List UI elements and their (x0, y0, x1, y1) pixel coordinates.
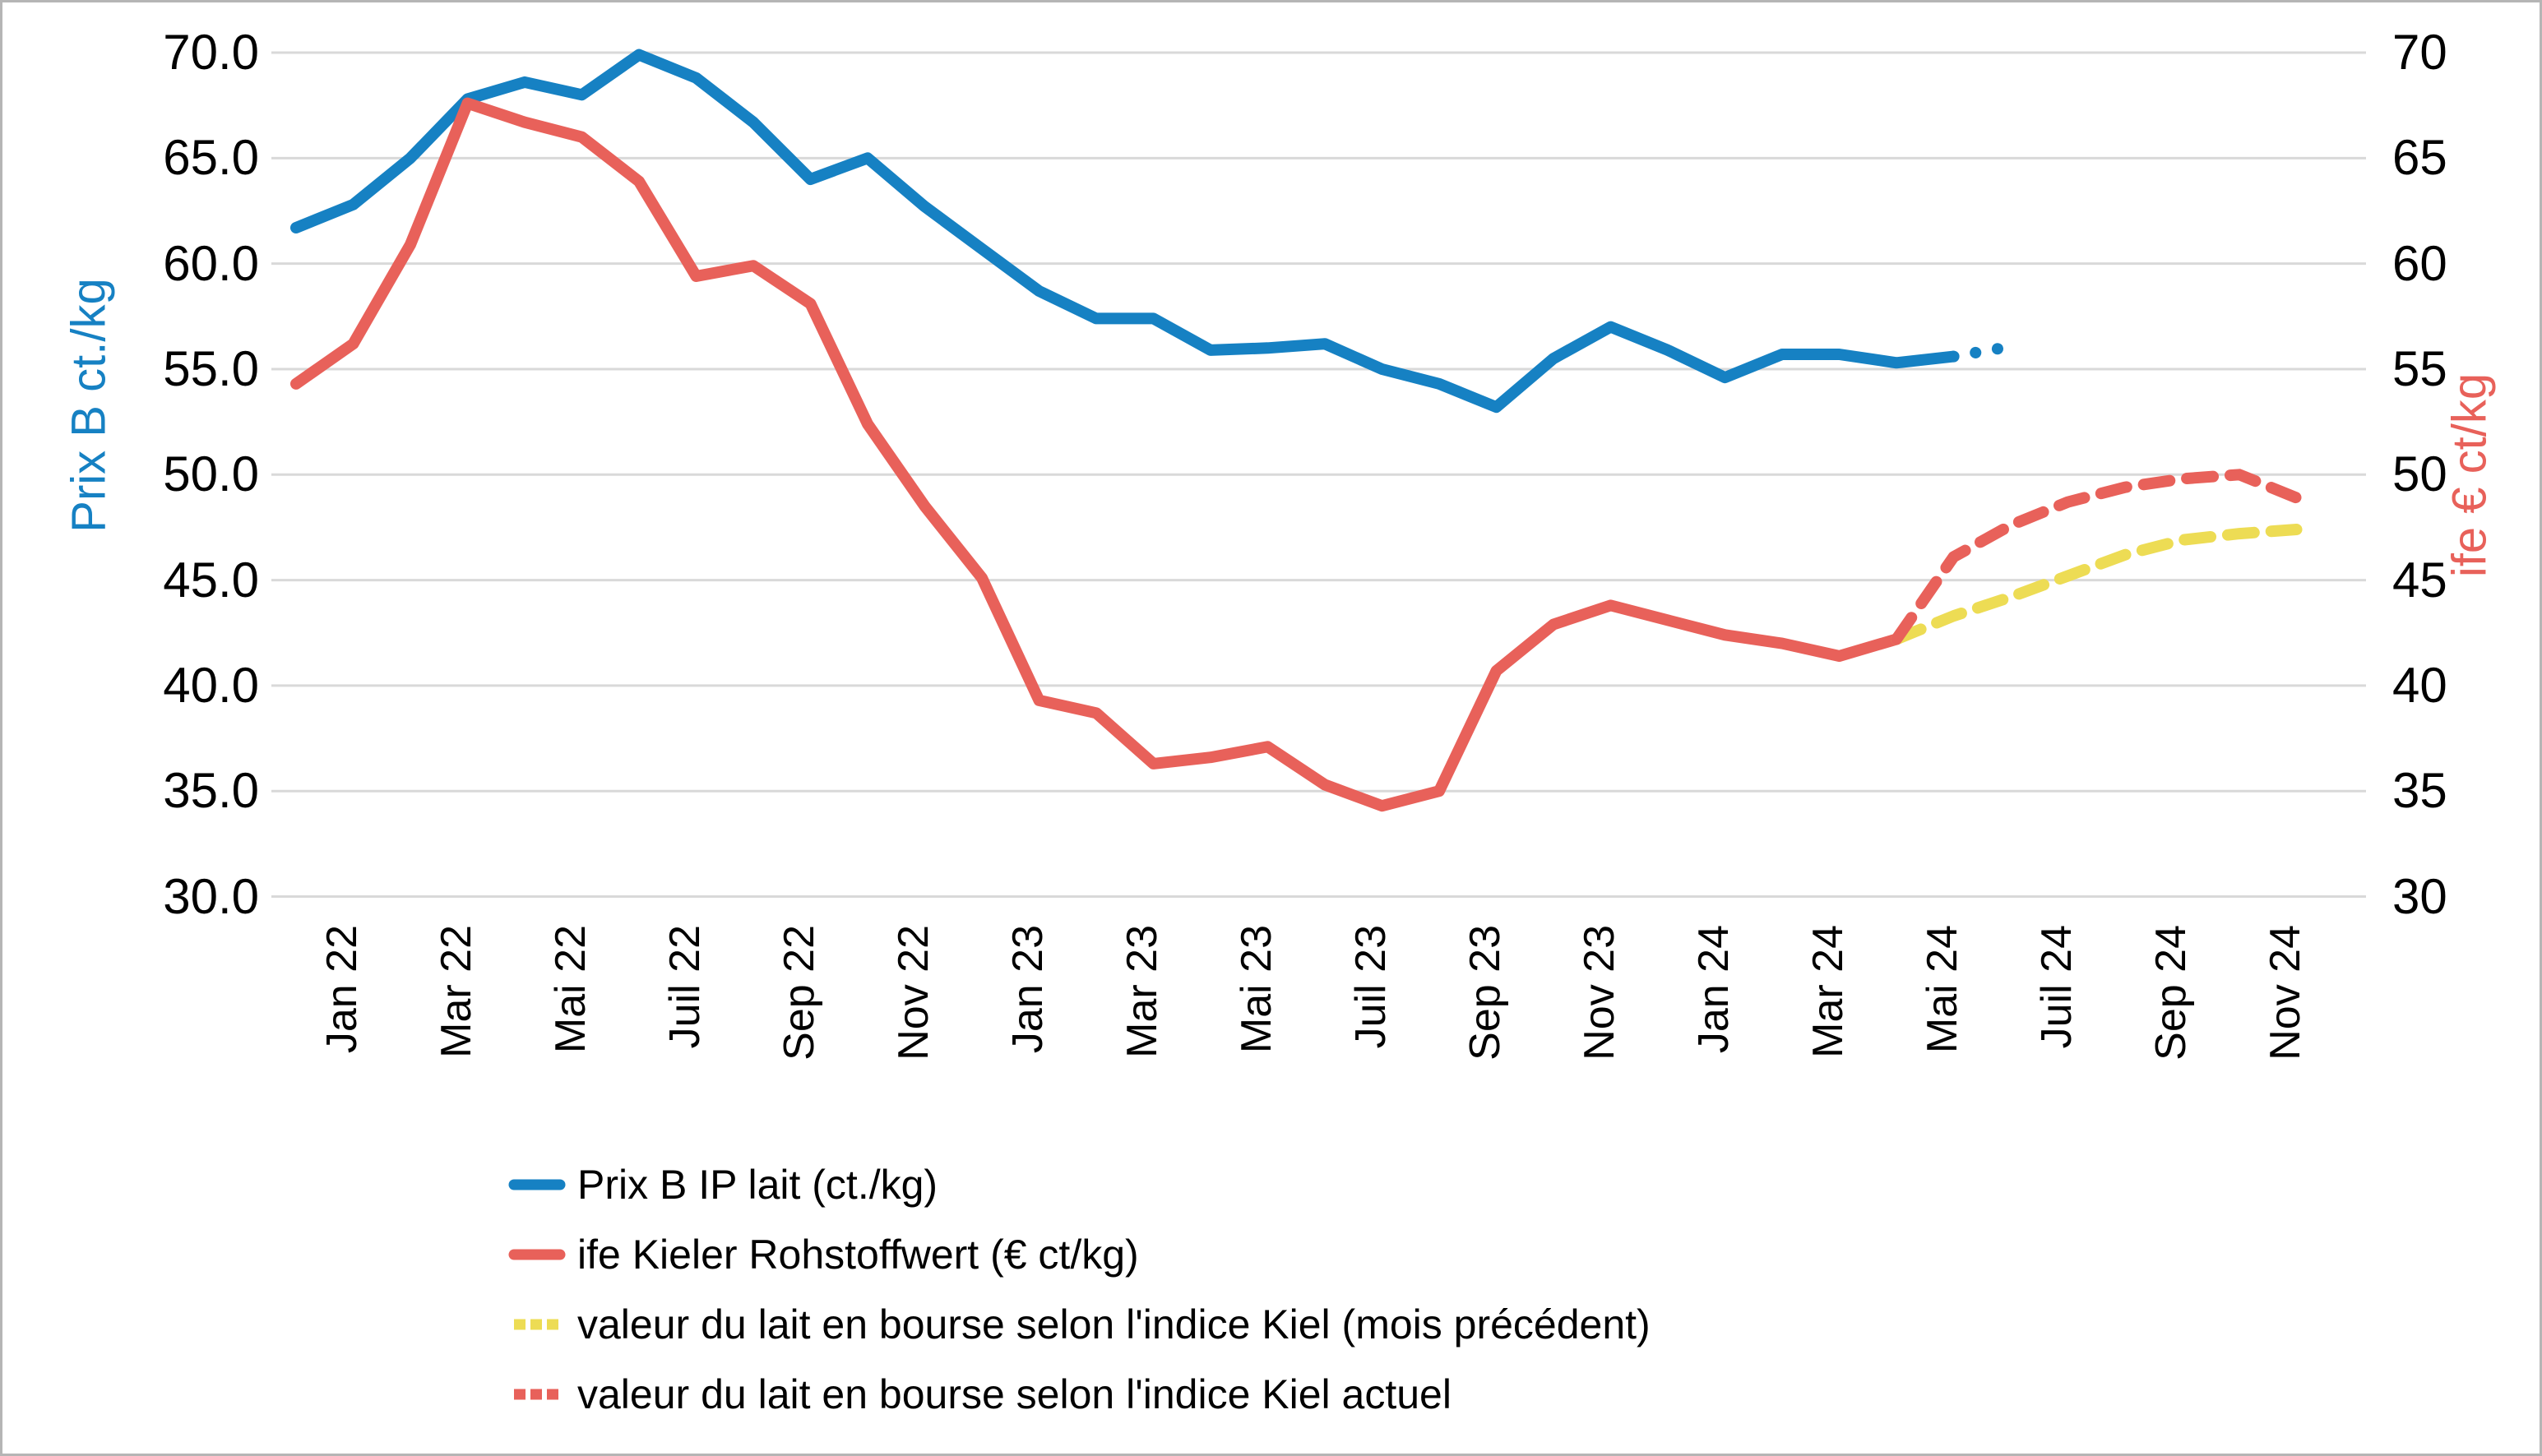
x-tick-Mar-22: Mar 22 (433, 925, 480, 1058)
x-tick-Mai-22: Mai 22 (547, 925, 595, 1054)
right-tick-65: 65 (2392, 130, 2447, 186)
right-tick-70: 70 (2392, 25, 2447, 80)
x-tick-Sep-22: Sep 22 (776, 925, 823, 1061)
left-tick-30.0: 30.0 (163, 868, 259, 924)
left-axis-title: Prix B ct./kg (62, 278, 116, 533)
right-tick-55: 55 (2392, 340, 2447, 396)
x-tick-Nov-24: Nov 24 (2262, 925, 2309, 1061)
right-tick-40: 40 (2392, 657, 2447, 713)
series-line-1 (290, 49, 1960, 414)
legend-swatch-solid (508, 1179, 566, 1190)
left-tick-35.0: 35.0 (163, 763, 259, 819)
x-tick-Jan-22: Jan 22 (318, 925, 366, 1054)
x-tick-Sep-23: Sep 23 (1461, 925, 1509, 1061)
x-tick-Juil-22: Juil 22 (661, 925, 709, 1049)
series-line-3 (290, 97, 1902, 812)
x-tick-Juil-24: Juil 24 (2033, 925, 2081, 1049)
right-tick-30: 30 (2392, 868, 2447, 924)
x-tick-Nov-22: Nov 22 (890, 925, 938, 1061)
right-tick-60: 60 (2392, 235, 2447, 291)
legend-label-2: ife Kieler Rohstoffwert (€ ct/kg) (577, 1232, 1139, 1278)
x-tick-Jan-23: Jan 23 (1004, 925, 1052, 1054)
series-line-5 (1891, 469, 2303, 645)
x-tick-Jan-24: Jan 24 (1690, 925, 1738, 1054)
right-axis-title: ife € ct/kg (2442, 372, 2497, 578)
legend-swatch-dashed (514, 1319, 560, 1330)
x-tick-Mar-23: Mar 23 (1118, 925, 1166, 1058)
legend-label-4: valeur du lait en bourse selon l'indice … (577, 1371, 1452, 1417)
legend-item-3: valeur du lait en bourse selon l'indice … (508, 1300, 1651, 1349)
legend-label-1: Prix B IP lait (ct./kg) (577, 1162, 938, 1208)
left-tick-55.0: 55.0 (163, 340, 259, 396)
series-line-4 (1891, 524, 2303, 645)
legend-swatch-dashed (514, 1389, 560, 1400)
right-tick-50: 50 (2392, 446, 2447, 502)
left-tick-45.0: 45.0 (163, 552, 259, 608)
x-tick-Sep-24: Sep 24 (2147, 925, 2195, 1061)
x-tick-Mai-23: Mai 23 (1233, 925, 1280, 1054)
left-tick-60.0: 60.0 (163, 235, 259, 291)
legend-item-2: ife Kieler Rohstoffwert (€ ct/kg) (508, 1230, 1139, 1279)
legend-item-1: Prix B IP lait (ct./kg) (508, 1160, 938, 1209)
legend-swatch-solid (508, 1249, 566, 1260)
left-tick-65.0: 65.0 (163, 130, 259, 186)
right-tick-35: 35 (2392, 763, 2447, 819)
legend-item-4: valeur du lait en bourse selon l'indice … (508, 1370, 1452, 1419)
series-line-2 (1947, 342, 2008, 363)
x-tick-Mar-24: Mar 24 (1804, 925, 1852, 1058)
legend-label-3: valeur du lait en bourse selon l'indice … (577, 1301, 1651, 1347)
left-tick-50.0: 50.0 (163, 446, 259, 502)
x-tick-Mai-24: Mai 24 (1919, 925, 1966, 1054)
x-tick-Nov-23: Nov 23 (1576, 925, 1623, 1061)
x-tick-Juil-23: Juil 23 (1347, 925, 1395, 1049)
left-tick-70.0: 70.0 (163, 25, 259, 80)
right-tick-45: 45 (2392, 552, 2447, 608)
left-tick-40.0: 40.0 (163, 657, 259, 713)
